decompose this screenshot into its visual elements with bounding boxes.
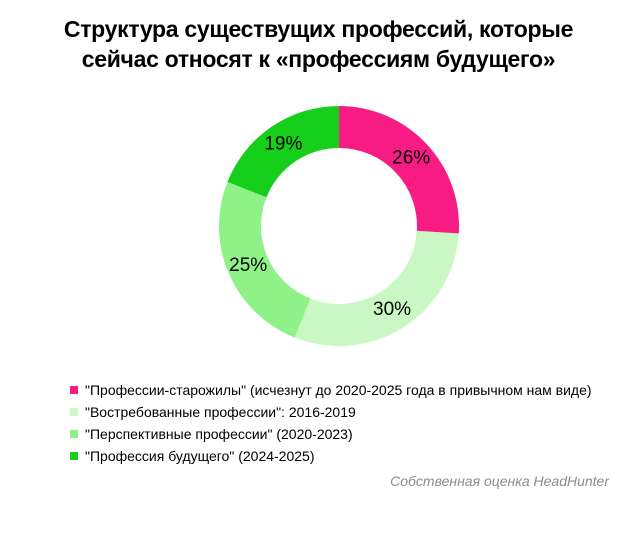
legend-item-future-profession: "Профессия будущего" (2024-2025) <box>70 445 592 467</box>
legend-label: "Профессии-старожилы" (исчезнут до 2020-… <box>85 382 592 398</box>
legend-swatch <box>70 452 78 460</box>
legend-swatch <box>70 430 78 438</box>
chart-title-line-2: сейчас относят к «профессиям будущего» <box>81 46 556 72</box>
slice-label-old-professions: 26% <box>392 148 430 169</box>
slice-demanded-professions <box>294 230 459 346</box>
legend-label: "Перспективные профессии" (2020-2023) <box>85 426 353 442</box>
chart-title: Структура существущих профессий, которые… <box>0 14 637 74</box>
legend-item-demanded-professions: "Востребованные профессии": 2016-2019 <box>70 401 592 423</box>
legend-swatch <box>70 386 78 394</box>
slice-old-professions <box>339 106 459 234</box>
slice-future-profession <box>227 106 339 198</box>
slice-promising-professions <box>219 181 311 338</box>
legend-swatch <box>70 408 78 416</box>
legend-label: "Востребованные профессии": 2016-2019 <box>85 404 356 420</box>
legend-item-old-professions: "Профессии-старожилы" (исчезнут до 2020-… <box>70 379 592 401</box>
legend-label: "Профессия будущего" (2024-2025) <box>85 448 315 464</box>
slice-label-future-profession: 19% <box>264 134 302 155</box>
chart-title-line-1: Структура существущих профессий, которые <box>63 16 574 42</box>
slice-label-demanded-professions: 30% <box>373 299 411 320</box>
legend-item-promising-professions: "Перспективные профессии" (2020-2023) <box>70 423 592 445</box>
source-note: Собственная оценка HeadHunter <box>390 473 609 489</box>
legend: "Профессии-старожилы" (исчезнут до 2020-… <box>70 379 592 467</box>
slice-label-promising-professions: 25% <box>229 255 267 276</box>
